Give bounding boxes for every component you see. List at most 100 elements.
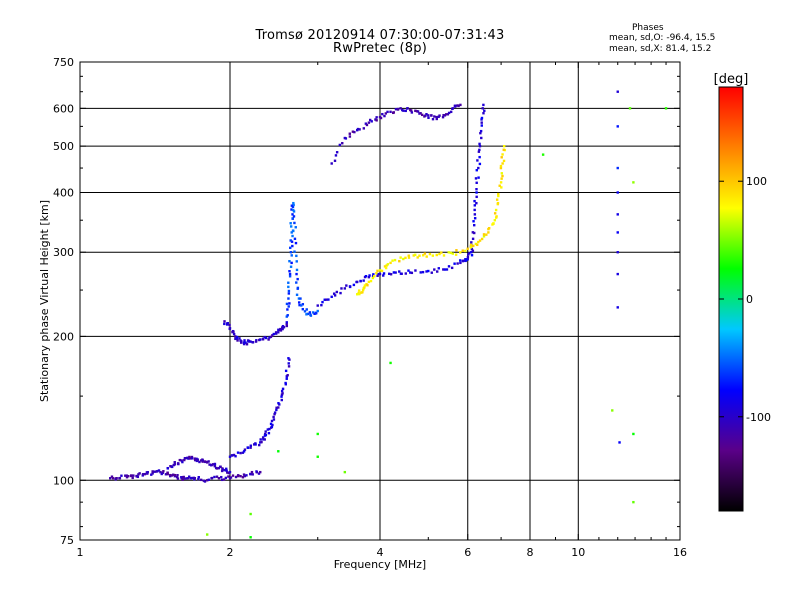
data-point (359, 279, 362, 283)
data-point (501, 174, 504, 178)
data-point (273, 412, 276, 416)
data-point (196, 459, 199, 462)
data-point (334, 154, 338, 157)
data-point (389, 110, 392, 114)
data-point (378, 272, 382, 276)
data-point (243, 339, 246, 342)
data-point (351, 130, 355, 133)
data-points (109, 90, 668, 539)
data-point (477, 240, 480, 244)
data-point (427, 114, 430, 117)
data-point (358, 292, 361, 296)
data-point (616, 272, 619, 276)
data-point (176, 462, 180, 465)
data-point (296, 277, 299, 281)
data-point (498, 184, 501, 187)
data-point (433, 115, 436, 118)
data-point (292, 210, 296, 213)
data-point (277, 401, 280, 405)
data-point (269, 422, 273, 426)
data-point (419, 112, 422, 115)
data-point (184, 457, 187, 460)
data-point (414, 269, 417, 272)
data-point (451, 252, 455, 255)
data-point (427, 116, 430, 120)
data-point (217, 466, 221, 470)
data-point (289, 225, 293, 228)
data-point (316, 432, 319, 436)
data-point (229, 476, 233, 479)
data-point (478, 142, 481, 146)
data-point (261, 338, 265, 341)
data-point (125, 475, 129, 479)
data-point (235, 337, 238, 340)
data-point (370, 120, 373, 123)
data-point (430, 271, 433, 274)
data-point (423, 252, 427, 255)
data-point (300, 304, 303, 307)
data-point (383, 114, 386, 118)
data-point (430, 114, 433, 117)
data-point (369, 279, 373, 283)
data-point (380, 269, 384, 273)
data-point (292, 208, 295, 212)
grid-lines (80, 62, 680, 540)
data-point (407, 269, 410, 272)
data-point (501, 153, 504, 156)
data-point (242, 341, 246, 344)
data-point (407, 256, 411, 259)
data-point (287, 357, 290, 360)
data-point (130, 474, 133, 477)
y-axis-label: Stationary phase Virtual Height [km] (38, 200, 51, 402)
data-point (502, 144, 506, 148)
data-point (497, 194, 500, 198)
data-point (305, 308, 308, 311)
data-point (447, 251, 450, 254)
data-point (471, 237, 475, 241)
data-point (254, 340, 258, 343)
data-point (475, 181, 478, 185)
data-point (264, 430, 267, 433)
data-point (182, 475, 185, 479)
data-point (280, 395, 283, 398)
data-point (201, 459, 205, 462)
data-point (467, 253, 470, 256)
data-point (287, 281, 290, 284)
data-point (228, 327, 231, 331)
data-point (500, 172, 504, 175)
data-point (330, 162, 333, 165)
data-point (361, 288, 365, 292)
data-point (291, 217, 294, 220)
data-point (473, 213, 477, 216)
data-point (228, 323, 231, 327)
x-tick-label: 16 (673, 546, 687, 559)
data-point (447, 111, 451, 115)
data-point (257, 472, 261, 475)
phases-legend-o-mode: mean, sd,O: -96.4, 15.5 (609, 33, 716, 43)
data-point (410, 111, 414, 114)
data-point (232, 332, 236, 336)
data-point (288, 259, 291, 263)
data-point (398, 259, 401, 263)
data-point (447, 265, 451, 268)
data-point (195, 457, 198, 460)
data-point (487, 231, 490, 234)
data-point (325, 298, 328, 301)
data-point (327, 298, 330, 301)
data-point (379, 116, 383, 120)
data-point (224, 476, 228, 480)
data-point (223, 320, 226, 323)
data-point (236, 474, 240, 478)
data-point (389, 361, 392, 365)
data-point (225, 467, 228, 471)
data-point (495, 198, 499, 201)
data-point (208, 463, 211, 466)
data-point (282, 326, 286, 329)
data-point (474, 242, 478, 246)
data-point (110, 475, 114, 478)
data-point (222, 478, 226, 481)
data-point (449, 110, 453, 114)
data-point (376, 272, 380, 276)
